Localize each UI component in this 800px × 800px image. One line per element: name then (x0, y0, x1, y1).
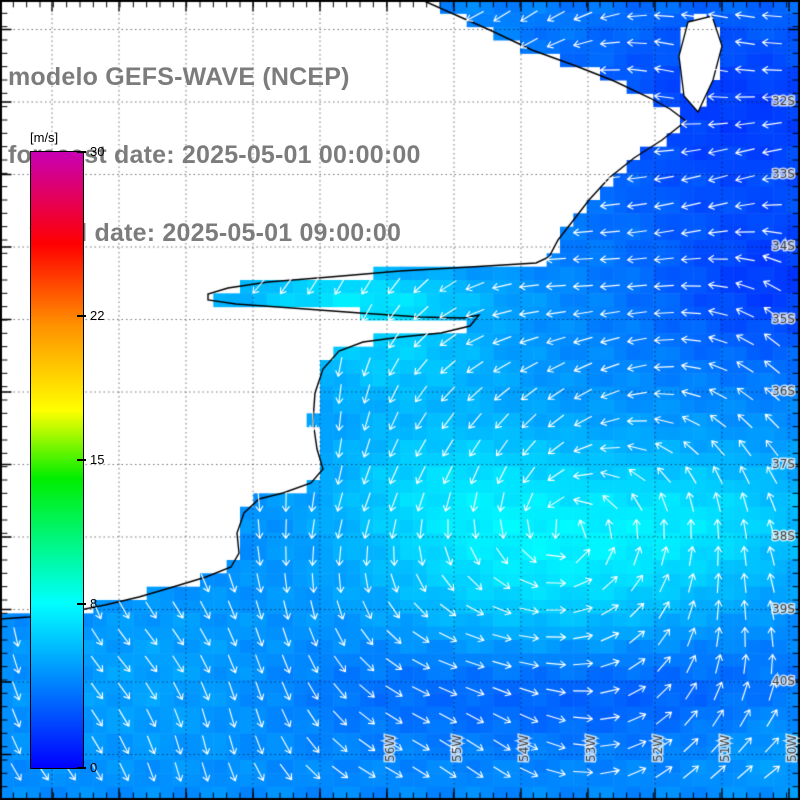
colorbar-tick-label: 0 (90, 760, 98, 775)
colorbar-unit-label: [m/s] (30, 130, 59, 145)
colorbar-tickmark (77, 602, 86, 605)
colorbar-tick-label: 8 (90, 595, 98, 611)
colorbar-tick-label: 30 (90, 144, 105, 159)
colorbar-tick-label: 22 (90, 308, 105, 324)
colorbar-tick-label: 15 (90, 452, 105, 467)
colorbar: [m/s] 30 22 15 8 0 (30, 130, 160, 790)
colorbar-tickmark (77, 767, 86, 769)
colorbar-gradient (30, 151, 84, 769)
colorbar-tickmark (77, 151, 86, 153)
colorbar-tickmark (77, 459, 86, 461)
colorbar-tickmark (77, 315, 86, 318)
